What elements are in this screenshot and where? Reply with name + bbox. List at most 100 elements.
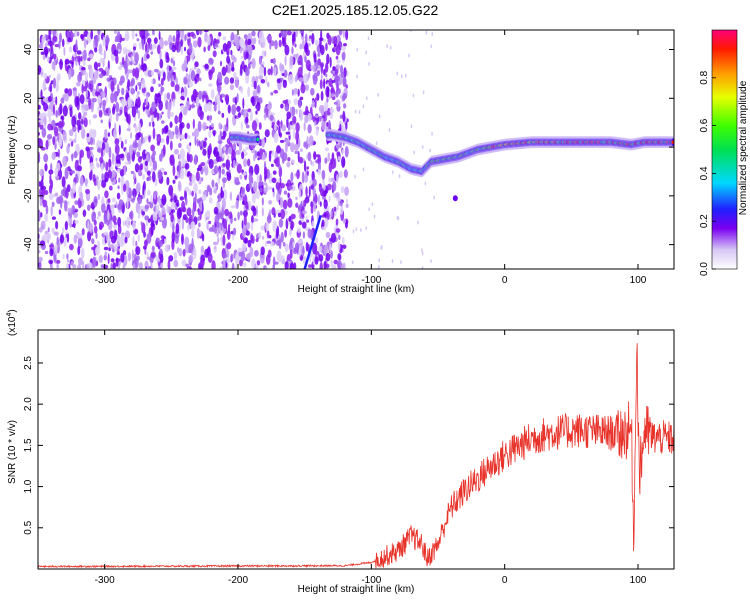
heatmap-cell [234,96,238,106]
heatmap-cell [166,176,170,186]
heatmap-cell [94,90,100,97]
heatmap-cell [245,222,251,230]
heatmap-cell [49,82,53,93]
heatmap-cell [298,54,303,66]
heatmap-cell [101,173,104,181]
heatmap-cell [74,219,79,224]
heatmap-cell [341,149,344,156]
heatmap-cell [270,65,273,76]
heatmap-cell [316,93,320,101]
heatmap-cell [319,261,323,269]
colorbar-tick-label: 0.8 [699,70,710,84]
heatmap-cell [262,235,265,240]
heatmap-cell [43,72,48,80]
heatmap-cell [277,196,281,201]
heatmap-cell [324,210,330,221]
heatmap-cell [221,99,224,104]
heatmap-cell [342,262,346,269]
heatmap-cell [194,128,199,138]
heatmap-cell [279,132,283,138]
heatmap-cell [198,189,202,195]
heatmap-cell [227,223,231,233]
heatmap-cell [378,258,381,263]
heatmap-cell [310,205,314,214]
heatmap-cell [261,207,264,217]
heatmap-cell [248,172,253,184]
heatmap-cell [131,105,137,118]
heatmap-cell [331,79,336,84]
heatmap-cell [131,249,134,262]
heatmap-cell [97,193,101,201]
heatmap-cell [268,199,273,205]
heatmap-cell [279,139,285,143]
heatmap-cell [216,231,219,238]
snr-y-ticks: 0.5 1.0 1.5 2.0 2.5 [23,356,674,535]
heatmap-cell [118,80,123,86]
heatmap-cell [190,70,196,82]
heatmap-cell [190,104,196,108]
heatmap-cell [97,95,102,104]
heatmap-cell [336,198,342,202]
heatmap-cell [224,94,230,103]
heatmap-cell [51,227,55,234]
heatmap-cell [87,230,92,242]
heatmap-cell [39,42,44,50]
heatmap-cell [170,190,173,203]
heatmap-cell [305,186,308,197]
heatmap-cell [114,138,120,145]
heatmap-cell [160,216,165,221]
heatmap-cell [59,103,63,115]
heatmap-cell [120,175,125,188]
heatmap-cell [40,212,43,218]
heatmap-cell [42,199,48,208]
heatmap-cell [47,109,52,119]
heatmap-cell [261,61,265,65]
heatmap-cell [365,50,367,55]
heatmap-cell [255,264,259,269]
heatmap-cell [330,259,333,267]
heatmap-cell [167,259,171,269]
heatmap-cell [397,216,400,221]
heatmap-cell [122,46,127,55]
heatmap-cell [245,51,249,60]
heatmap-cell [232,159,236,169]
heatmap-cell [268,101,271,112]
heatmap-cell [269,42,272,50]
heatmap-cell [221,66,227,77]
heatmap-cell [111,152,115,164]
heatmap-cell [80,247,85,260]
heatmap-cell [51,151,57,161]
heatmap-cell [88,80,94,84]
heatmap-cell [197,207,200,216]
heatmap-cell [135,246,141,256]
heatmap-cell [79,94,85,105]
heatmap-cell [173,251,178,261]
heatmap-cell [272,57,276,65]
heatmap-cell [241,151,245,160]
heatmap-cell [43,153,49,163]
heatmap-cell [153,37,158,44]
y-tick-label: 40 [23,44,34,56]
heatmap-cell [103,49,106,60]
heatmap-cell [270,91,274,96]
heatmap-cell [192,40,198,48]
heatmap-cell [134,67,140,79]
heatmap-cell [258,74,264,80]
heatmap-cell [218,31,222,37]
heatmap-cell [175,222,180,235]
heatmap-cell [117,185,120,190]
heatmap-cell [56,74,60,85]
heatmap-cell [56,236,59,246]
heatmap-cell [184,186,190,192]
heatmap-cell [276,120,281,126]
heatmap-cell [88,223,94,234]
heatmap-cell [321,196,327,200]
heatmap-cell [324,101,329,112]
heatmap-cell [198,222,201,228]
heatmap-cell [92,256,97,269]
heatmap-cell [155,254,158,262]
heatmap-cell [62,155,68,167]
heatmap-cell [261,138,266,148]
heatmap-cell [46,133,53,140]
heatmap-cell [360,228,362,233]
